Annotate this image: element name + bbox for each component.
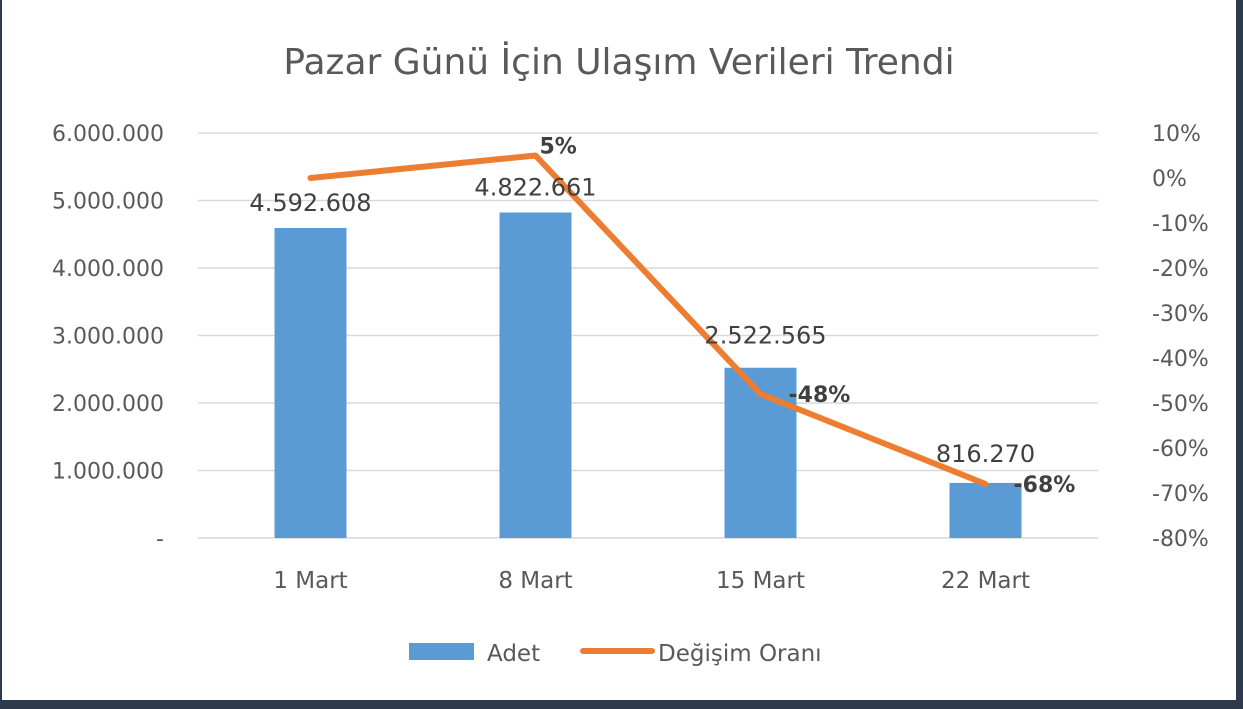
x-axis-category-label: 22 Mart (941, 568, 1030, 594)
line-data-label: 5% (540, 135, 577, 160)
left-axis-tick-label: - (156, 527, 164, 552)
left-axis-tick-label: 6.000.000 (52, 122, 164, 147)
x-axis-category-label: 15 Mart (716, 568, 805, 594)
left-axis-tick-label: 1.000.000 (52, 460, 164, 485)
left-axis-tick-label: 4.000.000 (52, 257, 164, 282)
left-axis-tick-label: 3.000.000 (52, 325, 164, 350)
left-axis-tick-label: 2.000.000 (52, 392, 164, 417)
line-data-label: -48% (789, 383, 851, 408)
legend-label: Değişim Oranı (658, 641, 822, 667)
legend-swatch-bar (409, 643, 474, 660)
right-axis-tick-label: 10% (1152, 122, 1201, 147)
bar (949, 482, 1022, 538)
chart-title: Pazar Günü İçin Ulaşım Verileri Trendi (283, 41, 954, 83)
line-data-label: -68% (1014, 473, 1076, 498)
right-axis-tick-label: -30% (1152, 302, 1209, 327)
bar (274, 227, 347, 538)
line-series-path (307, 152, 989, 487)
right-axis-tick-label: -40% (1152, 347, 1209, 372)
right-axis-tick-label: -20% (1152, 257, 1209, 282)
right-axis-tick-label: -50% (1152, 392, 1209, 417)
right-axis-tick-label: -80% (1152, 527, 1209, 552)
bar-data-label: 2.522.565 (704, 322, 826, 350)
bar-data-label: 4.822.661 (474, 173, 596, 201)
x-axis-category-label: 1 Mart (273, 568, 347, 594)
bar (499, 212, 572, 538)
right-axis-tick-label: -60% (1152, 437, 1209, 462)
right-axis-tick-label: -10% (1152, 212, 1209, 237)
x-axis-category-label: 8 Mart (498, 568, 572, 594)
bar-data-label: 816.270 (936, 440, 1035, 468)
right-axis-tick-label: -70% (1152, 482, 1209, 507)
bar-data-label: 4.592.608 (249, 189, 371, 217)
right-axis-tick-label: 0% (1152, 167, 1187, 192)
left-axis-tick-label: 5.000.000 (52, 190, 164, 215)
legend-label: Adet (487, 641, 540, 667)
